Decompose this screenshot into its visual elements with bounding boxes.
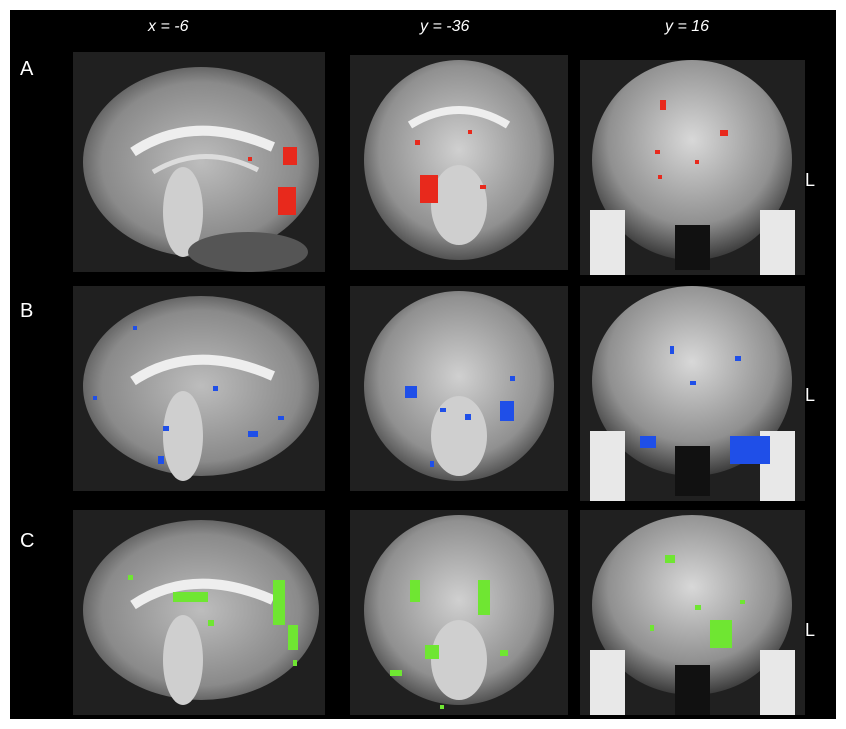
column-header-x-minus-6: x = -6 xyxy=(148,18,189,35)
figure-canvas: x = -6 y = -36 y = 16 A B C L L L xyxy=(10,10,836,719)
coronal-brain-slice xyxy=(350,286,568,491)
row-label-c: C xyxy=(20,530,35,552)
coronal-brain-slice xyxy=(350,55,568,270)
coronal-brain-slice xyxy=(580,510,805,715)
left-hemisphere-label-row-b: L xyxy=(805,385,816,405)
coronal-brain-slice xyxy=(580,286,805,501)
row-label-a: A xyxy=(20,58,34,80)
coronal-brain-slice xyxy=(580,60,805,275)
row-label-b: B xyxy=(20,300,34,322)
sagittal-panel-row-b xyxy=(73,286,325,491)
sagittal-panel-row-a xyxy=(73,52,325,272)
sagittal-panel-row-c xyxy=(73,510,325,715)
sagittal-brain-slice xyxy=(73,510,325,715)
coronal-panel-row-c-left xyxy=(350,510,568,715)
coronal-panel-row-a-left xyxy=(350,55,568,270)
coronal-panel-row-b-left xyxy=(350,286,568,491)
left-hemisphere-label-row-a: L xyxy=(805,170,816,190)
coronal-panel-row-a-right xyxy=(580,60,805,275)
sagittal-brain-slice xyxy=(73,52,325,272)
sagittal-brain-slice xyxy=(73,286,325,491)
left-hemisphere-label-row-c: L xyxy=(805,620,816,640)
column-header-y-minus-36: y = -36 xyxy=(420,18,470,35)
coronal-brain-slice xyxy=(350,510,568,715)
column-header-y-16: y = 16 xyxy=(665,18,710,35)
coronal-panel-row-b-right xyxy=(580,286,805,501)
coronal-panel-row-c-right xyxy=(580,510,805,715)
